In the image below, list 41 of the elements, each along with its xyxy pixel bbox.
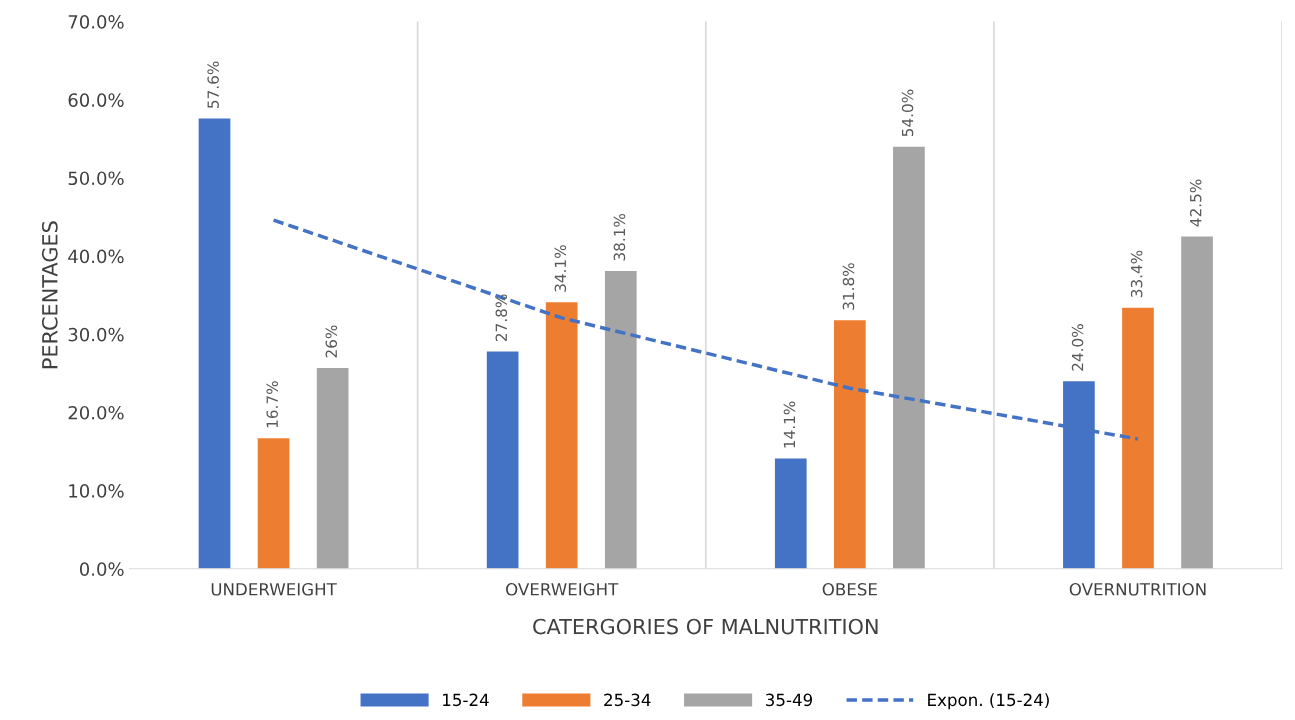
y-tick-label: 20.0%: [68, 405, 124, 420]
bar: [545, 302, 578, 569]
bar: [316, 367, 349, 569]
data-label: 54.0%: [901, 89, 914, 137]
data-label: 27.8%: [495, 294, 508, 341]
y-tick-label: 30.0%: [68, 327, 124, 342]
data-label: 26%: [325, 325, 338, 358]
data-label: 31.8%: [842, 263, 855, 310]
data-label: 33.4%: [1130, 250, 1143, 298]
legend-label: 35-49: [766, 693, 813, 707]
bar: [1122, 307, 1154, 569]
data-label: 34.1%: [554, 245, 567, 292]
data-label: 24.0%: [1071, 324, 1084, 371]
data-label: 16.7%: [266, 381, 278, 428]
x-tick-label: UNDERWEIGHT: [211, 582, 337, 596]
y-tick-label: 40.0%: [68, 249, 124, 264]
bar: [198, 118, 231, 569]
bar: [893, 146, 925, 569]
bar: [486, 351, 519, 569]
y-tick-label: 60.0%: [68, 93, 124, 107]
y-tick-label: 10.0%: [69, 484, 124, 498]
data-label: 14.1%: [783, 401, 796, 448]
y-tick-label: 50.0%: [68, 171, 124, 186]
bar: [774, 458, 807, 569]
legend-label: 25-34: [604, 693, 651, 707]
y-axis-title: PERCENTAGES: [41, 221, 58, 369]
x-axis-title: CATERGORIES OF MALNUTRITION: [533, 618, 878, 635]
legend-label: Expon. (15-24): [928, 693, 1049, 710]
bar: [604, 270, 637, 569]
data-label: 57.6%: [207, 61, 219, 108]
data-label: 38.1%: [613, 213, 626, 261]
y-tick-label: 70.0%: [68, 15, 124, 29]
x-tick-label: OVERNUTRITION: [1069, 582, 1206, 596]
x-tick-label: OVERWEIGHT: [506, 582, 619, 596]
y-tick-label: 0.0%: [79, 562, 124, 576]
bar: [834, 320, 866, 569]
data-label: 42.5%: [1189, 179, 1202, 227]
legend-label: 15-24: [443, 693, 489, 707]
bar: [1181, 236, 1213, 569]
x-tick-label: OBESE: [822, 582, 877, 596]
bar: [257, 438, 290, 569]
